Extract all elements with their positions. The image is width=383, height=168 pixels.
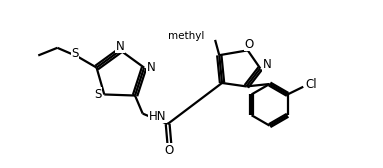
Text: S: S xyxy=(71,47,79,59)
Text: N: N xyxy=(263,58,272,71)
Text: N: N xyxy=(147,61,155,74)
Text: methyl: methyl xyxy=(168,31,205,41)
Text: N: N xyxy=(116,40,125,53)
Text: O: O xyxy=(245,38,254,51)
Text: Cl: Cl xyxy=(305,77,317,91)
Text: HN: HN xyxy=(149,110,167,123)
Text: O: O xyxy=(165,144,174,157)
Text: S: S xyxy=(94,88,102,101)
